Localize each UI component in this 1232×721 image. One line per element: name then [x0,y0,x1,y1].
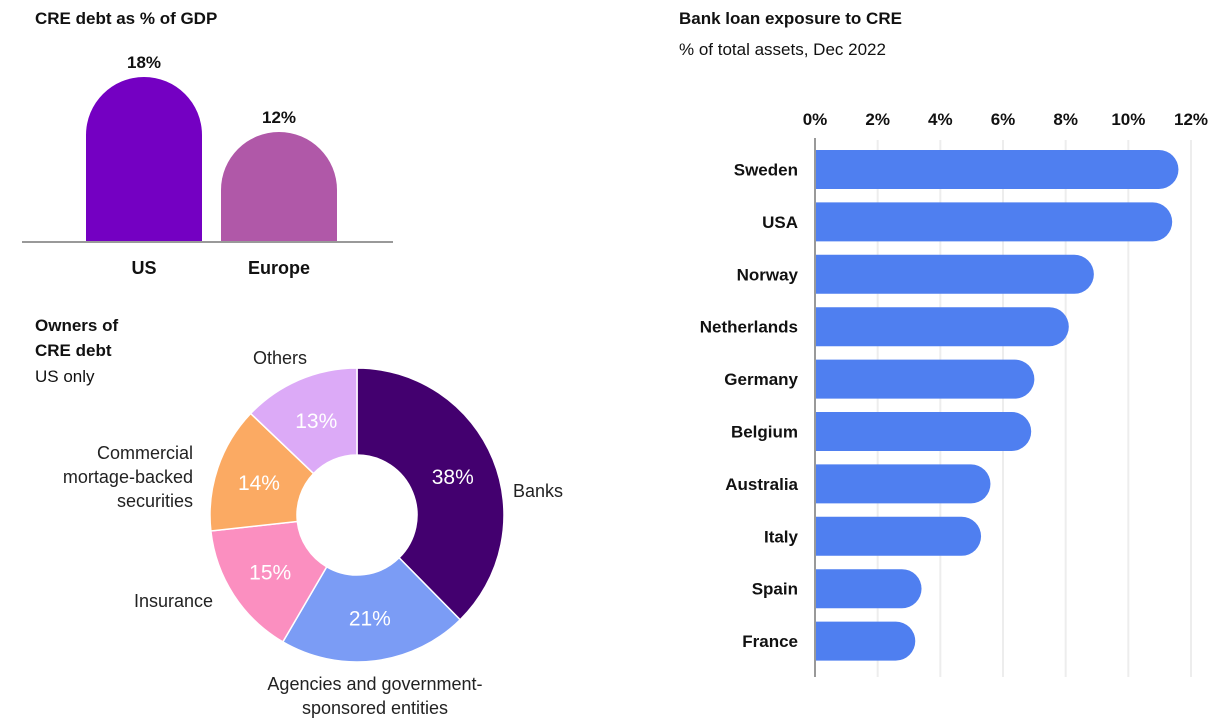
bar-norway [815,254,1094,294]
y-category-label: Italy [764,527,799,546]
bar-italy [815,516,982,556]
bar-usa [815,202,1173,242]
owners-donut: 38% Banks 21% Agencies and government-spons… [63,348,563,718]
gdp-value-label: 12% [262,108,296,127]
donut-slice [210,520,328,643]
donut-slice-value: 13% [295,410,337,433]
donut-slice-name: Commercial mortage-backed securities [63,443,193,511]
gdp-bars: 18% US 12% Europe [86,53,337,278]
gdp-bar-us [86,77,202,242]
donut-slice-name: Agencies and government-sponsored entiti… [267,674,482,718]
y-category-label: Netherlands [700,318,798,337]
bar-sweden [815,150,1179,189]
gdp-chart-title: CRE debt as % of GDP [35,9,217,28]
chart-gdp: CRE debt as % of GDP 18% US 12% Europe [22,9,393,278]
x-tick-label: 4% [928,110,953,129]
y-category-label: Australia [725,475,798,494]
gdp-bar-europe [221,132,337,242]
exposure-chart-subtitle: % of total assets, Dec 2022 [679,40,886,59]
donut-slice-value: 38% [432,466,474,489]
x-tick-label: 8% [1053,110,1078,129]
y-category-label: Norway [737,265,799,284]
gdp-category-label: US [131,258,156,278]
donut-slice [356,367,505,621]
donut-slice [249,367,358,475]
donut-slice-name: Insurance [134,591,213,611]
y-category-label: Belgium [731,423,798,442]
y-category-label: Spain [752,580,798,599]
bar-netherlands [815,307,1069,347]
gdp-value-label: 18% [127,53,161,72]
donut-slice-name: Others [253,348,307,368]
bar-australia [815,464,991,504]
y-category-label: Germany [724,370,798,389]
donut-slice-name: Banks [513,481,563,501]
chart-owners: Owners of CRE debt US only 38% Banks 21% Ag… [35,316,563,718]
donut-slice [281,556,462,663]
x-tick-label: 10% [1111,110,1145,129]
x-tick-label: 2% [865,110,890,129]
donut-slice-value: 21% [349,608,391,631]
exposure-x-ticks: 0% 2% 4% 6% 8% 10% 12% [803,110,1208,129]
donut-slice-value: 14% [238,472,280,495]
owners-title-line-1: Owners of [35,316,118,335]
chart-exposure: Bank loan exposure to CRE % of total ass… [679,9,1208,677]
x-tick-label: 6% [991,110,1016,129]
donut-slice-value: 15% [249,561,291,584]
x-tick-label: 0% [803,110,828,129]
x-tick-label: 12% [1174,110,1208,129]
owners-title-line-2: CRE debt [35,341,112,360]
exposure-chart-title: Bank loan exposure to CRE [679,9,902,28]
y-category-label: France [742,632,798,651]
bar-germany [815,359,1035,399]
exposure-bars: Sweden USA Norway Netherlands Germany Belgium… [700,150,1179,661]
y-category-label: USA [762,213,798,232]
bar-belgium [815,412,1032,451]
bar-france [815,621,916,661]
bar-spain [815,569,922,609]
y-category-label: Sweden [734,161,798,180]
gdp-category-label: Europe [248,258,310,278]
owners-subtitle: US only [35,367,95,386]
